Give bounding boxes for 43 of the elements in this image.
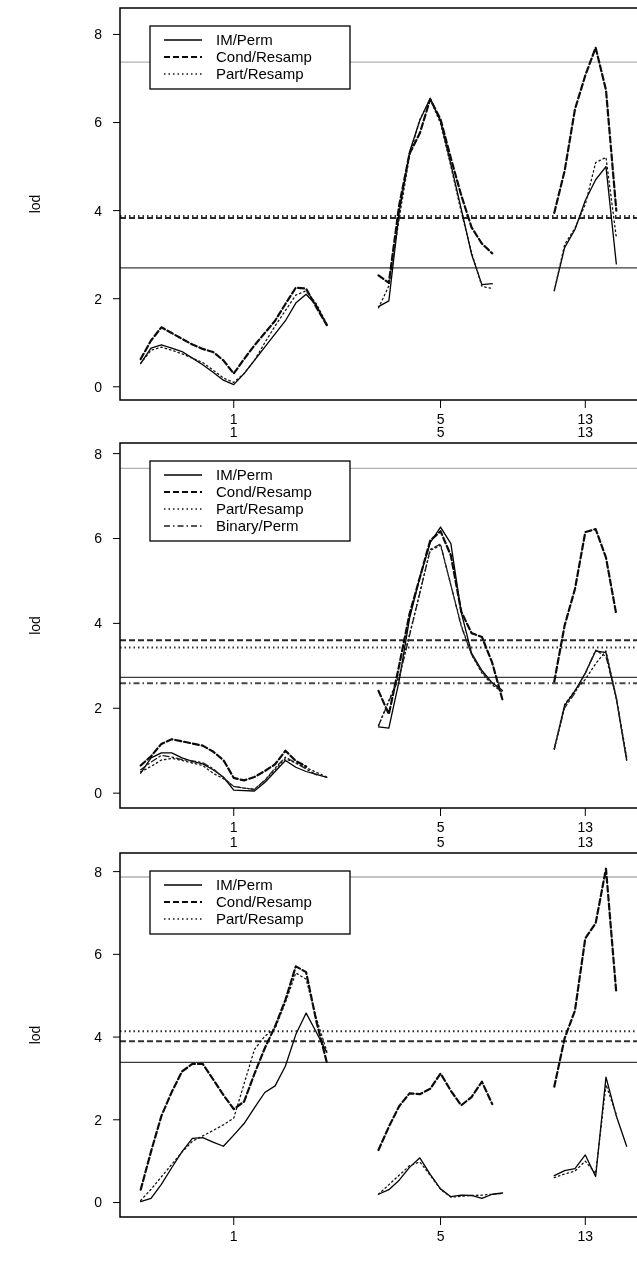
x-tick-label: 13 <box>577 411 594 427</box>
legend-label: Binary/Perm <box>216 517 299 535</box>
y-tick-label: 8 <box>94 863 103 880</box>
annotation: 13 <box>577 1228 594 1244</box>
y-tick-label: 6 <box>94 114 103 131</box>
legend-label: IM/Perm <box>216 466 273 484</box>
y-tick-label: 8 <box>94 445 103 462</box>
x-tick-label: 5 <box>436 834 445 850</box>
x-tick-label: 5 <box>436 424 445 440</box>
y-tick-label: 0 <box>94 785 103 802</box>
y-tick-label: 2 <box>94 1111 103 1128</box>
y-tick-label: 4 <box>94 202 103 219</box>
annotation: 5 <box>436 1228 445 1244</box>
legend-label: IM/Perm <box>216 31 273 49</box>
x-tick-label: 5 <box>436 411 445 427</box>
x-tick-label: 1 <box>229 411 238 427</box>
y-tick-label: 6 <box>94 946 103 963</box>
legend-label: Cond/Resamp <box>216 48 312 66</box>
y-axis-title: lod <box>27 1025 43 1045</box>
annotation: 13 <box>577 819 594 835</box>
y-tick-label: 4 <box>94 615 103 632</box>
x-tick-label: 1 <box>229 834 238 850</box>
y-tick-label: 2 <box>94 700 103 717</box>
legend-label: Part/Resamp <box>216 500 304 518</box>
legend-label: Cond/Resamp <box>216 893 312 911</box>
y-tick-label: 0 <box>94 378 103 395</box>
y-tick-label: 6 <box>94 530 103 547</box>
y-tick-label: 2 <box>94 290 103 307</box>
legend-label: Part/Resamp <box>216 910 304 928</box>
x-tick-label: 13 <box>577 834 594 850</box>
y-axis-title: lod <box>27 194 43 214</box>
x-tick-label: 13 <box>577 424 594 440</box>
y-tick-label: 0 <box>94 1194 103 1211</box>
y-axis-title: lod <box>27 616 43 635</box>
x-tick-label: 1 <box>229 424 238 440</box>
legend-label: Part/Resamp <box>216 65 304 83</box>
y-tick-label: 8 <box>94 26 103 43</box>
annotation: 1 <box>229 1228 238 1244</box>
legend-label: Cond/Resamp <box>216 483 312 501</box>
y-tick-label: 4 <box>94 1028 103 1045</box>
annotation: 1 <box>229 819 238 835</box>
annotation: 5 <box>436 819 445 835</box>
legend-label: IM/Perm <box>216 876 273 894</box>
